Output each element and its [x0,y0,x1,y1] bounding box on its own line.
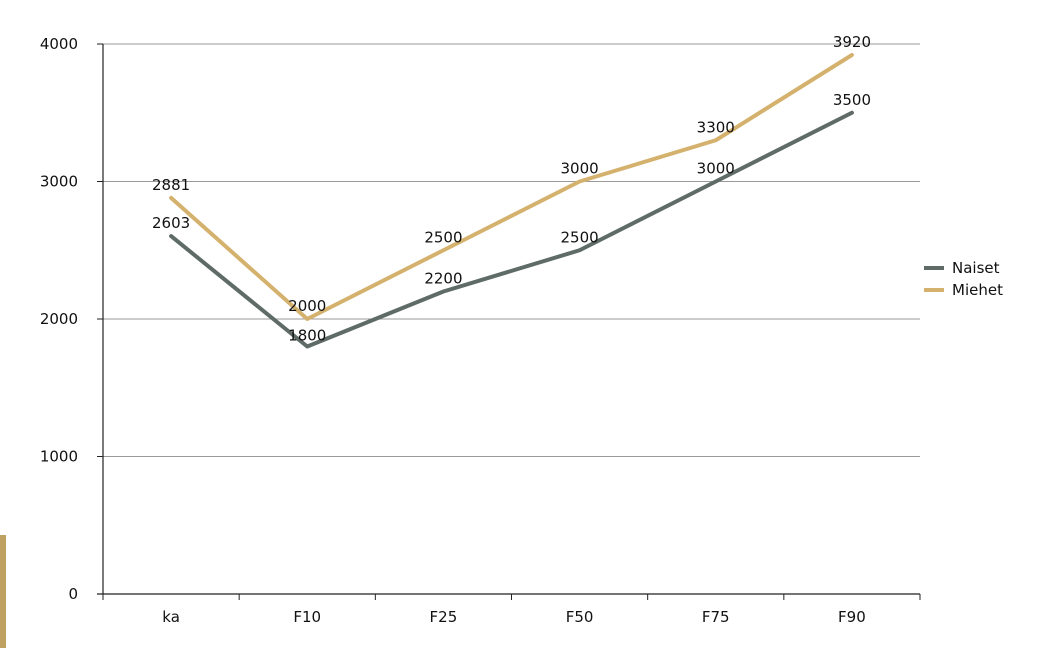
data-label-miehet: 2881 [152,176,190,194]
series-line-naiset [169,110,854,349]
y-tick-label: 3000 [40,173,78,191]
y-tick-label: 1000 [40,448,78,466]
data-label-miehet: 2000 [288,297,326,315]
legend: Naiset Miehet [924,259,1003,299]
x-tick-label: F90 [838,608,866,626]
legend-label-miehet: Miehet [952,281,1003,299]
decorative-side-bar [0,535,6,648]
data-label-naiset: 2200 [424,270,462,288]
y-tick-label: 0 [68,585,78,603]
data-label-naiset: 3000 [697,160,735,178]
y-tick-label: 2000 [40,310,78,328]
data-label-naiset: 1800 [288,327,326,345]
x-tick-label: F50 [566,608,594,626]
x-tick-label: ka [162,608,180,626]
series-line-miehet [169,53,854,321]
series-lines [169,53,854,349]
data-label-naiset: 2500 [560,228,598,246]
data-label-miehet: 3920 [833,33,871,51]
gridlines [103,43,920,457]
data-label-naiset: 2603 [152,214,190,232]
x-tick-label: F75 [702,608,730,626]
data-label-naiset: 3500 [833,91,871,109]
data-label-miehet: 3000 [560,160,598,178]
x-tick-label: F10 [293,608,321,626]
data-label-miehet: 3300 [697,118,735,136]
y-tick-label: 4000 [40,35,78,53]
axes: 0 1000 2000 3000 4000 ka F10 F25 F50 F75 F90 [40,35,921,626]
legend-label-naiset: Naiset [952,259,1000,277]
x-tick-label: F25 [430,608,458,626]
data-label-miehet: 2500 [424,228,462,246]
data-labels: 2603 1800 2200 2500 3000 3500 2881 2000 2500 3000… [152,33,871,345]
